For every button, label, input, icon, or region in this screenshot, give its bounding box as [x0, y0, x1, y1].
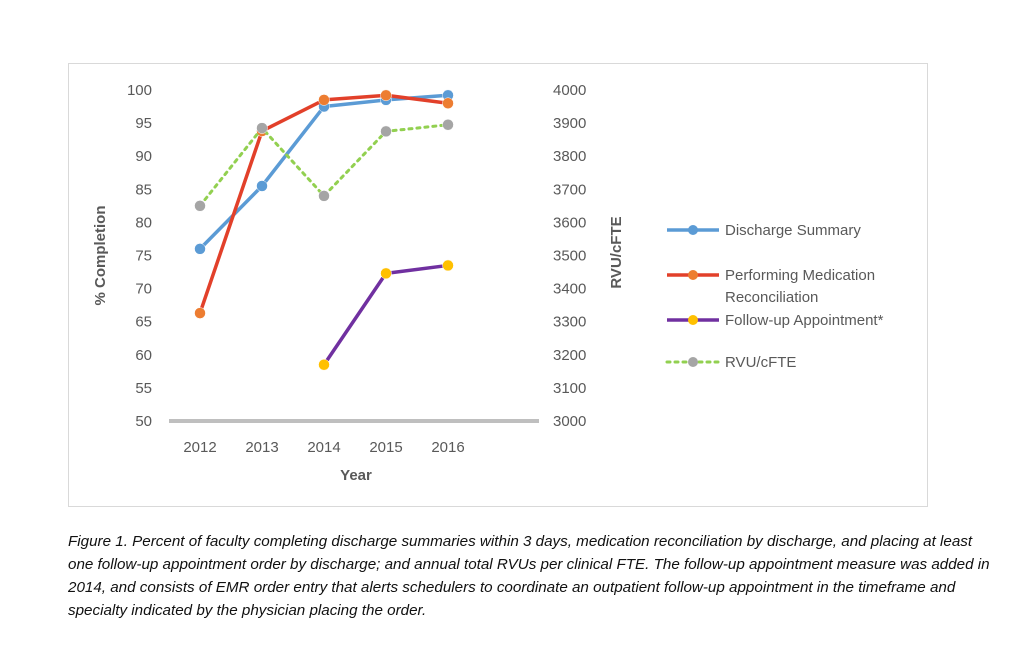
data-point	[380, 125, 392, 138]
data-point	[442, 97, 454, 109]
y-tick-label: 80	[135, 214, 152, 231]
legend-label: Discharge Summary	[725, 222, 861, 239]
data-point	[318, 190, 330, 202]
y-tick-label: 50	[135, 413, 152, 430]
y2-tick-label: 3600	[553, 214, 586, 231]
y-tick-label: 90	[135, 148, 152, 165]
x-axis-title: Year	[340, 467, 372, 484]
y2-tick-label: 4000	[553, 82, 586, 99]
legend-marker	[688, 225, 698, 235]
x-tick-label: 2014	[307, 439, 340, 456]
data-point	[442, 119, 454, 131]
y-tick-label: 100	[127, 82, 152, 99]
y-tick-label: 75	[135, 248, 152, 265]
y-tick-label: 70	[135, 281, 152, 298]
legend-label: Follow-up Appointment*	[725, 312, 884, 329]
x-tick-label: 2015	[369, 439, 402, 456]
data-point	[194, 243, 206, 255]
legend-marker	[688, 357, 698, 367]
data-point	[194, 307, 206, 319]
data-point	[380, 267, 392, 280]
y-tick-label: 65	[135, 314, 152, 331]
legend-label: Reconciliation	[725, 289, 818, 306]
x-tick-label: 2013	[245, 439, 278, 456]
data-point	[256, 180, 268, 192]
x-tick-label: 2012	[183, 439, 216, 456]
y-axis-title: % Completion	[92, 206, 109, 306]
y2-tick-label: 3000	[553, 413, 586, 430]
line-chart: 50 55 60 65 70 75 80 85 90 95 100 3000 3100 3200 3300 3…	[92, 82, 884, 484]
y2-axis-title: RVU/cFTE	[608, 216, 625, 288]
legend-marker	[688, 315, 698, 325]
data-point	[380, 89, 392, 102]
legend-label: Performing Medication	[725, 267, 875, 284]
data-point	[318, 94, 330, 106]
data-point	[194, 200, 206, 212]
legend-label: RVU/cFTE	[725, 354, 796, 371]
y-tick-label: 55	[135, 380, 152, 397]
y2-tick-label: 3100	[553, 380, 586, 397]
y2-tick-label: 3300	[553, 314, 586, 331]
y2-tick-label: 3400	[553, 281, 586, 298]
chart-frame: 50 55 60 65 70 75 80 85 90 95 100 3000 3100 3200 3300 3…	[68, 63, 928, 507]
y2-tick-label: 3200	[553, 347, 586, 364]
y-tick-label: 85	[135, 181, 152, 198]
y2-tick-label: 3500	[553, 248, 586, 265]
data-point	[256, 122, 268, 134]
x-tick-label: 2016	[431, 439, 464, 456]
y2-tick-label: 3800	[553, 148, 586, 165]
y2-tick-label: 3700	[553, 181, 586, 198]
y-tick-label: 60	[135, 347, 152, 364]
data-point	[318, 358, 330, 371]
series-line	[322, 263, 449, 366]
figure-caption: Figure 1. Percent of faculty completing …	[68, 533, 990, 619]
data-point	[442, 259, 454, 272]
series-line	[198, 93, 449, 251]
y-tick-label: 95	[135, 115, 152, 132]
legend-marker	[688, 270, 698, 280]
y2-tick-label: 3900	[553, 115, 586, 132]
